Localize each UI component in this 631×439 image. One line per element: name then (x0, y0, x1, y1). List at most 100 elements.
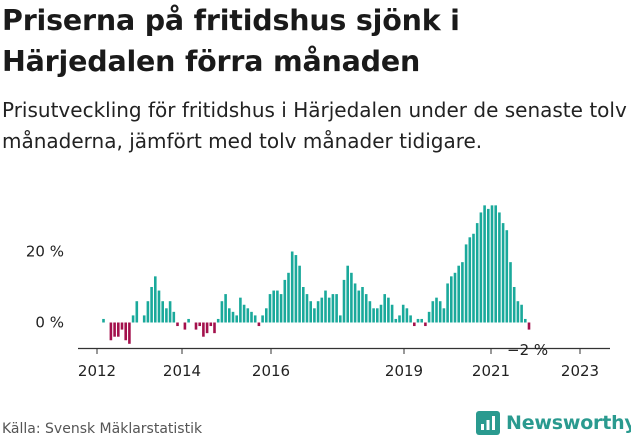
bar (176, 322, 179, 327)
bar (401, 304, 405, 323)
bar (435, 297, 438, 323)
bar (520, 304, 523, 323)
y-ticks-group: 0 % 20 % (26, 243, 64, 332)
bar (413, 322, 416, 327)
bar (302, 287, 305, 323)
bar (524, 318, 527, 323)
bar (113, 322, 116, 337)
bar (479, 212, 483, 323)
x-tick-label: 2012 (78, 362, 116, 380)
bar (398, 315, 401, 323)
bar (501, 223, 505, 323)
bar (461, 262, 464, 323)
bar (498, 212, 501, 323)
bar (342, 279, 346, 323)
source-note: Källa: Svensk Mäklarstatistik (2, 421, 203, 437)
bar (472, 233, 475, 323)
bar (120, 322, 124, 330)
bar (424, 322, 427, 327)
bar (198, 322, 201, 327)
brand-logo-group: Newsworthy (476, 408, 631, 438)
bar (131, 315, 135, 323)
bar (290, 251, 294, 323)
bar (427, 311, 431, 323)
bar (228, 308, 231, 323)
bar (294, 255, 298, 323)
bar (390, 304, 394, 323)
bar (527, 322, 531, 330)
x-ticks-group: 2012 2014 2016 2019 2021 2023 (78, 348, 599, 380)
bar (124, 322, 127, 341)
bar (183, 322, 187, 330)
bars-group (102, 205, 531, 344)
y-tick-label: 20 % (26, 243, 64, 261)
bar (387, 297, 390, 323)
bar (316, 301, 320, 323)
bar (450, 276, 453, 323)
bar (487, 208, 490, 323)
bar (457, 265, 460, 323)
bar (276, 290, 279, 323)
bar (202, 322, 205, 337)
bar (453, 272, 457, 323)
bar (324, 290, 327, 323)
bar (150, 287, 153, 323)
bar (490, 205, 494, 323)
bar (220, 301, 224, 323)
bar (213, 322, 216, 334)
bar (368, 301, 372, 323)
bar (372, 308, 375, 323)
bar (376, 308, 379, 323)
bar (109, 322, 113, 341)
bar (313, 308, 316, 323)
bar (468, 237, 472, 323)
x-tick-label: 2023 (561, 362, 599, 380)
bar (331, 294, 335, 323)
x-tick-label: 2019 (385, 362, 423, 380)
bar (117, 322, 120, 337)
bar (146, 301, 150, 323)
bar (494, 205, 497, 323)
bar (346, 265, 349, 323)
bar (242, 304, 246, 323)
bar (516, 301, 520, 323)
bar (102, 318, 105, 323)
y-tick-label: 0 % (35, 314, 64, 332)
bar (420, 318, 423, 323)
newsworthy-logo-icon (476, 411, 500, 435)
bar (128, 322, 131, 344)
bar (409, 315, 412, 323)
bar (335, 294, 338, 323)
bar (246, 308, 250, 323)
bar (361, 287, 364, 323)
bar (279, 294, 283, 323)
bar (512, 287, 516, 323)
bar (416, 318, 420, 323)
chart-title: Priserna på fritidshus sjönk i Härjedale… (2, 4, 460, 78)
bar (383, 294, 386, 323)
bar (239, 297, 242, 323)
bar (172, 311, 176, 323)
bar (235, 315, 238, 323)
bar (216, 318, 220, 323)
bar (224, 294, 227, 323)
bar (339, 315, 342, 323)
bar (168, 301, 172, 323)
bar (287, 272, 290, 323)
bar (265, 308, 268, 323)
bar (353, 283, 357, 323)
bar (509, 262, 512, 323)
bar (464, 244, 468, 323)
chart-subtitle: Prisutveckling för fritidshus i Härjedal… (2, 98, 627, 153)
bar (505, 230, 509, 323)
bar (209, 322, 213, 327)
bar (268, 294, 272, 323)
bar (442, 308, 446, 323)
bar (298, 265, 301, 323)
bar (309, 301, 312, 323)
bar (405, 308, 409, 323)
bar (431, 301, 435, 323)
bar (283, 279, 287, 323)
bar (154, 276, 157, 323)
bar (161, 301, 164, 323)
